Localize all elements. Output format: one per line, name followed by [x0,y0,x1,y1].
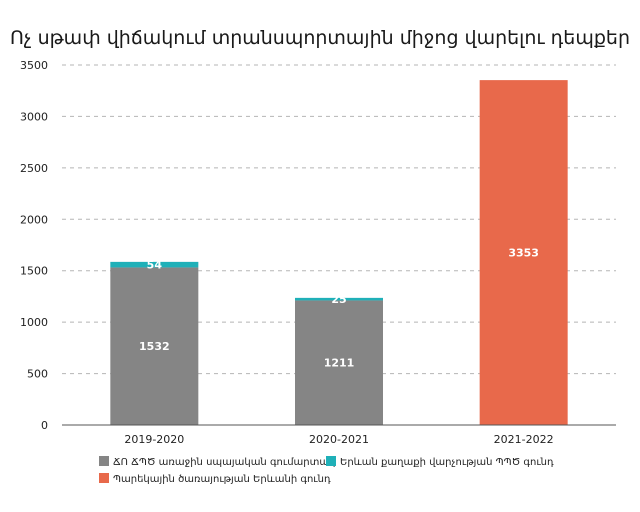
legend-swatch [99,473,109,483]
y-tick-label: 3500 [20,59,48,72]
legend-label: Պարեկային ծառայության Երևանի գունդ [113,474,331,485]
y-tick-label: 0 [41,419,48,432]
x-category-label: 2021-2022 [494,433,554,446]
bar-value-label: 25 [331,293,346,306]
x-category-label: 2019-2020 [124,433,184,446]
bar-value-label: 1211 [324,357,355,370]
bar-segment [295,297,383,301]
bar-value-label: 3353 [508,247,539,260]
chart-title: Ոչ սթափ վիճակում տրանսպորտային միջոց վար… [10,27,630,49]
y-tick-label: 2500 [20,162,48,175]
y-axis-ticks: 0 500 1000 1500 2000 2500 3000 3500 [20,59,48,432]
x-axis-categories: 2019-2020 2020-2021 2021-2022 [124,433,553,446]
bar-segment [110,267,199,425]
legend-label: Երևան քաղաքի վարչության ՊՊԾ գունդ [340,457,554,468]
y-tick-label: 1500 [20,265,48,278]
y-tick-label: 1000 [20,316,48,329]
legend-swatch [99,456,109,466]
bar-value-label: 1532 [139,340,170,353]
legend-swatch [326,456,336,466]
bar-segment [479,80,568,426]
legend-label: ՃՈ ՃՊԾ առաջին սպայական գումարտակ [113,457,335,468]
x-category-label: 2020-2021 [309,433,369,446]
legend: ՃՈ ՃՊԾ առաջին սպայական գումարտակ Երևան քա… [99,456,554,485]
bar-value-label: 54 [147,259,163,272]
y-tick-label: 3000 [20,110,48,123]
y-tick-label: 500 [27,368,48,381]
bar-segment [110,261,199,268]
y-tick-label: 2000 [20,213,48,226]
bars: 1532 54 1211 25 3353 [110,80,568,426]
bar-segment [295,300,383,425]
